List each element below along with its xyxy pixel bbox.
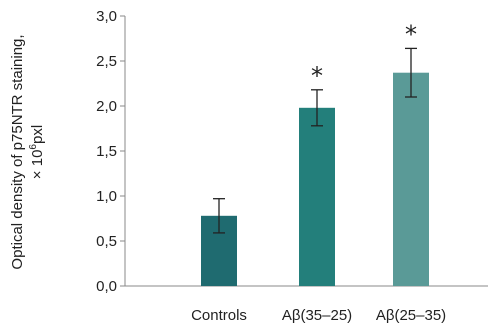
y-tick-label: 2,0 bbox=[96, 98, 117, 115]
y-axis-label-suffix: pxl bbox=[29, 125, 46, 144]
y-axis-label-line2: × 106pxl bbox=[28, 125, 46, 179]
y-tick-label: 1,0 bbox=[96, 188, 117, 205]
y-axis-label-prefix: × 10 bbox=[29, 150, 46, 180]
significance-star: * bbox=[311, 62, 323, 90]
y-axis-label-exponent: 6 bbox=[28, 144, 39, 150]
y-tick-label: 2,5 bbox=[96, 53, 117, 70]
bar bbox=[299, 107, 335, 286]
category-label: Controls bbox=[191, 307, 247, 324]
y-axis-label: Optical density of p75NTR staining, × 10… bbox=[9, 34, 46, 269]
significance-star: * bbox=[405, 20, 417, 48]
category-label: Aβ(25–35) bbox=[376, 307, 446, 324]
y-tick-labels: 0,0 0,5 1,0 1,5 2,0 2,5 3,0 bbox=[96, 8, 117, 295]
y-tick-label: 0,5 bbox=[96, 233, 117, 250]
bars bbox=[201, 72, 429, 286]
y-tick-label: 0,0 bbox=[96, 278, 117, 295]
significance-markers: ** bbox=[311, 20, 417, 89]
y-axis-label-line1: Optical density of p75NTR staining, bbox=[9, 34, 26, 269]
y-tick-label: 1,5 bbox=[96, 143, 117, 160]
y-tick-label: 3,0 bbox=[96, 8, 117, 25]
bar bbox=[393, 72, 429, 286]
category-labels: Controls Aβ(35–25) Aβ(25–35) bbox=[191, 307, 446, 324]
y-axis bbox=[120, 15, 126, 287]
error-bars bbox=[213, 47, 417, 234]
category-label: Aβ(35–25) bbox=[282, 307, 352, 324]
